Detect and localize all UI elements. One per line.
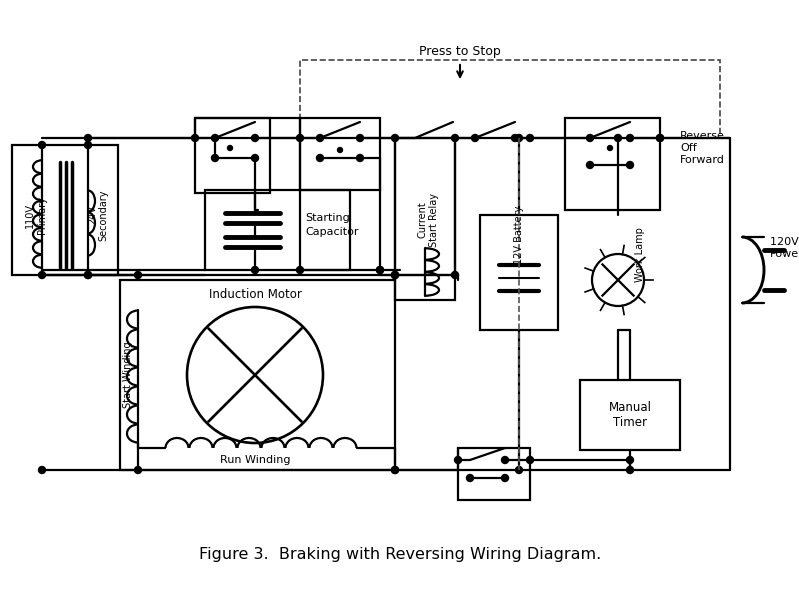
Circle shape [626,134,634,142]
Circle shape [85,271,92,278]
Circle shape [134,467,141,473]
Bar [395,138,455,300]
Circle shape [626,161,634,169]
Circle shape [85,134,92,142]
Circle shape [212,154,218,161]
Circle shape [511,134,519,142]
Bar [195,118,270,193]
Text: 110V
Primary: 110V Primary [26,196,47,234]
Circle shape [515,134,523,142]
Circle shape [502,475,508,481]
Circle shape [252,266,259,274]
Text: Manual
Timer: Manual Timer [609,401,651,429]
Circle shape [392,134,399,142]
Circle shape [626,457,634,463]
Circle shape [38,142,46,148]
Circle shape [392,271,399,278]
Bar [300,118,380,190]
Circle shape [614,134,622,142]
Circle shape [296,266,304,274]
Bar [205,190,350,270]
Circle shape [356,154,364,161]
Text: Figure 3.  Braking with Reversing Wiring Diagram.: Figure 3. Braking with Reversing Wiring … [199,547,601,563]
Circle shape [515,467,523,473]
Circle shape [38,271,46,278]
Text: Induction Motor: Induction Motor [209,289,301,301]
Circle shape [455,457,462,463]
Bar [580,380,680,450]
Circle shape [451,134,459,142]
Circle shape [376,266,384,274]
Circle shape [134,271,141,278]
Text: Starting: Starting [305,213,350,223]
Circle shape [376,266,384,274]
Circle shape [252,154,259,161]
Circle shape [356,134,364,142]
Circle shape [337,148,343,152]
Circle shape [586,161,594,169]
Text: Work Lamp: Work Lamp [635,227,645,283]
Circle shape [192,134,198,142]
Circle shape [85,271,92,278]
Bar [300,60,720,138]
Text: Current
Start Relay: Current Start Relay [417,193,439,247]
Circle shape [471,134,479,142]
Text: 120V AC
Power: 120V AC Power [770,237,799,259]
Text: Press to Stop: Press to Stop [419,46,501,58]
Text: 24V
Secondary: 24V Secondary [87,189,109,241]
Circle shape [586,134,594,142]
Circle shape [626,467,634,473]
Circle shape [502,457,508,463]
Circle shape [212,134,218,142]
Bar [12,145,118,275]
Circle shape [228,145,233,151]
Circle shape [467,475,474,481]
Circle shape [38,467,46,473]
Text: Reverse
Off
Forward: Reverse Off Forward [680,131,725,164]
Circle shape [657,134,663,142]
Circle shape [451,271,459,278]
Circle shape [85,142,92,148]
Bar [458,448,530,500]
Circle shape [607,145,613,151]
Circle shape [316,134,324,142]
Text: 12V Battery: 12V Battery [514,206,524,264]
Text: Capacitor: Capacitor [305,227,359,237]
Circle shape [527,134,534,142]
Circle shape [392,467,399,473]
Text: Start Winding: Start Winding [123,341,133,409]
Circle shape [296,134,304,142]
Circle shape [392,271,399,278]
Circle shape [316,154,324,161]
Bar [120,280,395,470]
Circle shape [527,457,534,463]
Text: Run Winding: Run Winding [220,455,290,465]
Bar [480,215,558,330]
Circle shape [252,134,259,142]
Bar [565,118,660,210]
Circle shape [657,134,663,142]
Circle shape [392,467,399,473]
